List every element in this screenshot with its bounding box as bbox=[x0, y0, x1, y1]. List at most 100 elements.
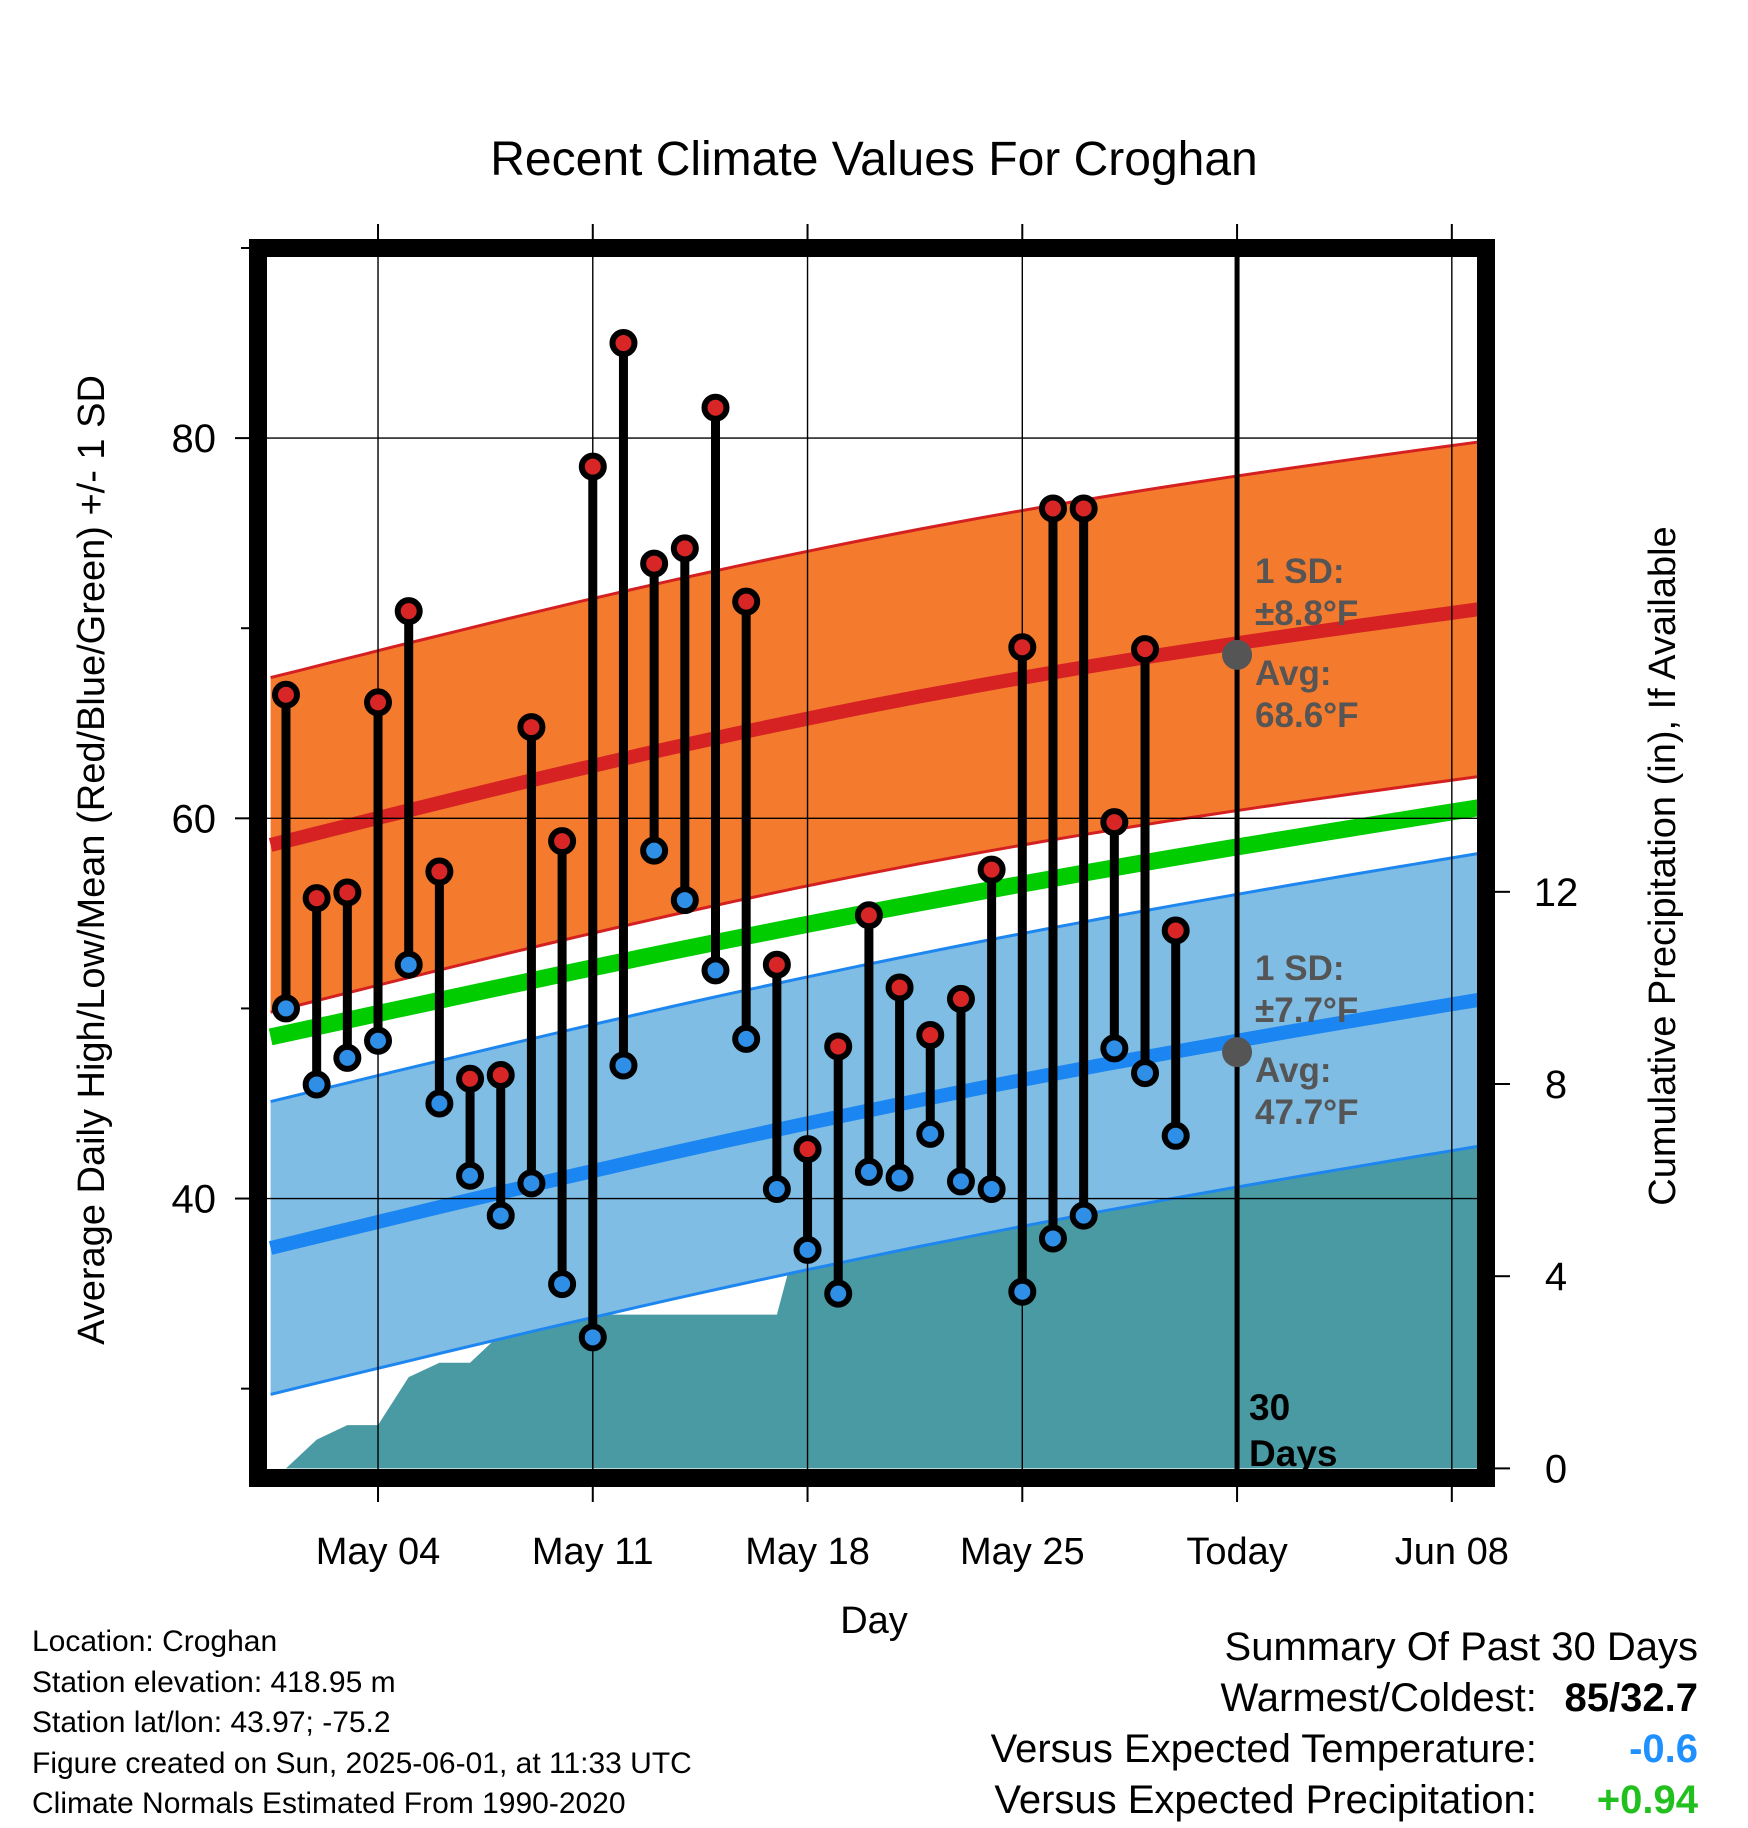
high-temp-point bbox=[640, 549, 669, 578]
high-temp-point bbox=[1131, 635, 1160, 664]
low-temp-point bbox=[302, 1070, 331, 1099]
high-temp-point bbox=[670, 534, 699, 563]
low-temp-point bbox=[732, 1024, 761, 1053]
warm-cold-label: Warmest/Coldest: bbox=[1220, 1676, 1537, 1720]
high-sd-band bbox=[270, 440, 1486, 1013]
high-temp-point bbox=[762, 950, 791, 979]
station-info: Location: Croghan Station elevation: 418… bbox=[32, 1622, 692, 1825]
precip-label: Versus Expected Precipitation: bbox=[994, 1778, 1537, 1822]
today-normal-high-marker bbox=[1222, 639, 1253, 670]
high-temp-point bbox=[732, 587, 761, 616]
warm-cold-value: 85/32.7 bbox=[1564, 1676, 1698, 1720]
y2-tick-label: 12 bbox=[1534, 871, 1579, 915]
created-text: Figure created on Sun, 2025-06-01, at 11… bbox=[32, 1746, 692, 1780]
today-normal-low-marker bbox=[1222, 1037, 1253, 1068]
high-temp-point bbox=[1008, 633, 1037, 662]
y-tick-label: 40 bbox=[172, 1178, 217, 1222]
summary-warm-cold: Warmest/Coldest: 85/32.7 bbox=[991, 1673, 1699, 1724]
low-temp-point bbox=[793, 1235, 822, 1264]
low-temp-point bbox=[1008, 1277, 1037, 1306]
high-temp-point bbox=[486, 1060, 515, 1089]
x-tick-label: May 18 bbox=[745, 1531, 870, 1573]
temp-label: Versus Expected Temperature: bbox=[990, 1727, 1537, 1771]
today-days-number: 30 bbox=[1249, 1387, 1290, 1428]
x-tick-label: May 04 bbox=[316, 1531, 441, 1573]
low-temp-point bbox=[578, 1323, 607, 1352]
normals-text: Climate Normals Estimated From 1990-2020 bbox=[32, 1787, 626, 1820]
high-band-upper-edge bbox=[270, 439, 1486, 680]
low-sd-band bbox=[270, 852, 1486, 1395]
plot-frame bbox=[249, 239, 1495, 1487]
y-tick-label: 80 bbox=[172, 417, 217, 461]
high-avg-label: Avg: bbox=[1255, 654, 1331, 693]
low-temp-point bbox=[1100, 1034, 1129, 1063]
y2-axis-label: Cumulative Precipitation (in), If Availa… bbox=[1642, 526, 1684, 1205]
today-days-label: Days bbox=[1249, 1433, 1337, 1474]
high-temp-point bbox=[1100, 808, 1129, 837]
low-temp-point bbox=[364, 1026, 393, 1055]
high-temp-point bbox=[302, 884, 331, 913]
high-temp-point bbox=[916, 1021, 945, 1050]
high-temp-point bbox=[364, 688, 393, 717]
high-temp-point bbox=[701, 393, 730, 422]
high-avg-value: 68.6°F bbox=[1255, 696, 1359, 735]
elevation-text: Station elevation: 418.95 m bbox=[32, 1665, 396, 1699]
y-axis-label: Average Daily High/Low/Mean (Red/Blue/Gr… bbox=[71, 375, 113, 1345]
x-tick-label: Today bbox=[1186, 1531, 1287, 1573]
high-temp-point bbox=[609, 329, 638, 358]
low-temp-point bbox=[1038, 1224, 1067, 1253]
x-axis-label: Day bbox=[840, 1600, 908, 1642]
low-temp-point bbox=[271, 994, 300, 1023]
high-sd-label: 1 SD: bbox=[1255, 552, 1344, 591]
low-temp-point bbox=[916, 1119, 945, 1148]
high-temp-point bbox=[1069, 494, 1098, 523]
high-temp-point bbox=[1038, 494, 1067, 523]
high-sd-value: ±8.8°F bbox=[1255, 594, 1358, 633]
low-temp-point bbox=[1161, 1121, 1190, 1150]
low-temp-point bbox=[548, 1270, 577, 1299]
high-temp-point bbox=[456, 1064, 485, 1093]
high-temp-point bbox=[793, 1135, 822, 1164]
low-sd-label: 1 SD: bbox=[1255, 949, 1344, 988]
low-temp-point bbox=[486, 1201, 515, 1230]
location-text: Location: Croghan bbox=[32, 1625, 278, 1658]
low-temp-point bbox=[977, 1175, 1006, 1204]
latlon-text: Station lat/lon: 43.97; -75.2 bbox=[32, 1706, 391, 1739]
low-temp-point bbox=[670, 886, 699, 915]
summary-temperature: Versus Expected Temperature: -0.6 bbox=[991, 1724, 1698, 1775]
low-avg-label: Avg: bbox=[1255, 1051, 1331, 1090]
high-temp-point bbox=[824, 1032, 853, 1061]
low-temp-point bbox=[333, 1043, 362, 1072]
low-temp-point bbox=[1069, 1201, 1098, 1230]
high-temp-point bbox=[548, 827, 577, 856]
summary-title: Summary Of Past 30 Days bbox=[1224, 1625, 1698, 1669]
chart-title: Recent Climate Values For Croghan bbox=[490, 133, 1257, 186]
high-temp-point bbox=[854, 901, 883, 930]
high-temp-point bbox=[517, 713, 546, 742]
low-temp-point bbox=[394, 950, 423, 979]
high-temp-point bbox=[885, 973, 914, 1002]
temp-value: -0.6 bbox=[1629, 1727, 1698, 1771]
low-temp-point bbox=[1131, 1059, 1160, 1088]
low-temp-point bbox=[517, 1169, 546, 1198]
high-temp-point bbox=[977, 855, 1006, 884]
y-tick-label: 60 bbox=[172, 797, 217, 841]
low-temp-point bbox=[946, 1167, 975, 1196]
high-temp-point bbox=[1161, 916, 1190, 945]
x-tick-label: May 25 bbox=[960, 1531, 1085, 1573]
y2-tick-label: 8 bbox=[1545, 1063, 1567, 1107]
low-temp-point bbox=[609, 1051, 638, 1080]
normal-high-line bbox=[268, 601, 1486, 852]
high-temp-point bbox=[271, 680, 300, 709]
x-tick-label: Jun 08 bbox=[1395, 1531, 1509, 1573]
high-temp-point bbox=[425, 857, 454, 886]
precip-value: +0.94 bbox=[1596, 1778, 1698, 1822]
low-sd-value: ±7.7°F bbox=[1255, 991, 1358, 1030]
plot-content bbox=[258, 248, 1486, 1478]
y2-tick-label: 0 bbox=[1545, 1447, 1567, 1491]
y2-tick-label: 4 bbox=[1545, 1255, 1567, 1299]
low-temp-point bbox=[425, 1089, 454, 1118]
low-temp-point bbox=[456, 1161, 485, 1190]
